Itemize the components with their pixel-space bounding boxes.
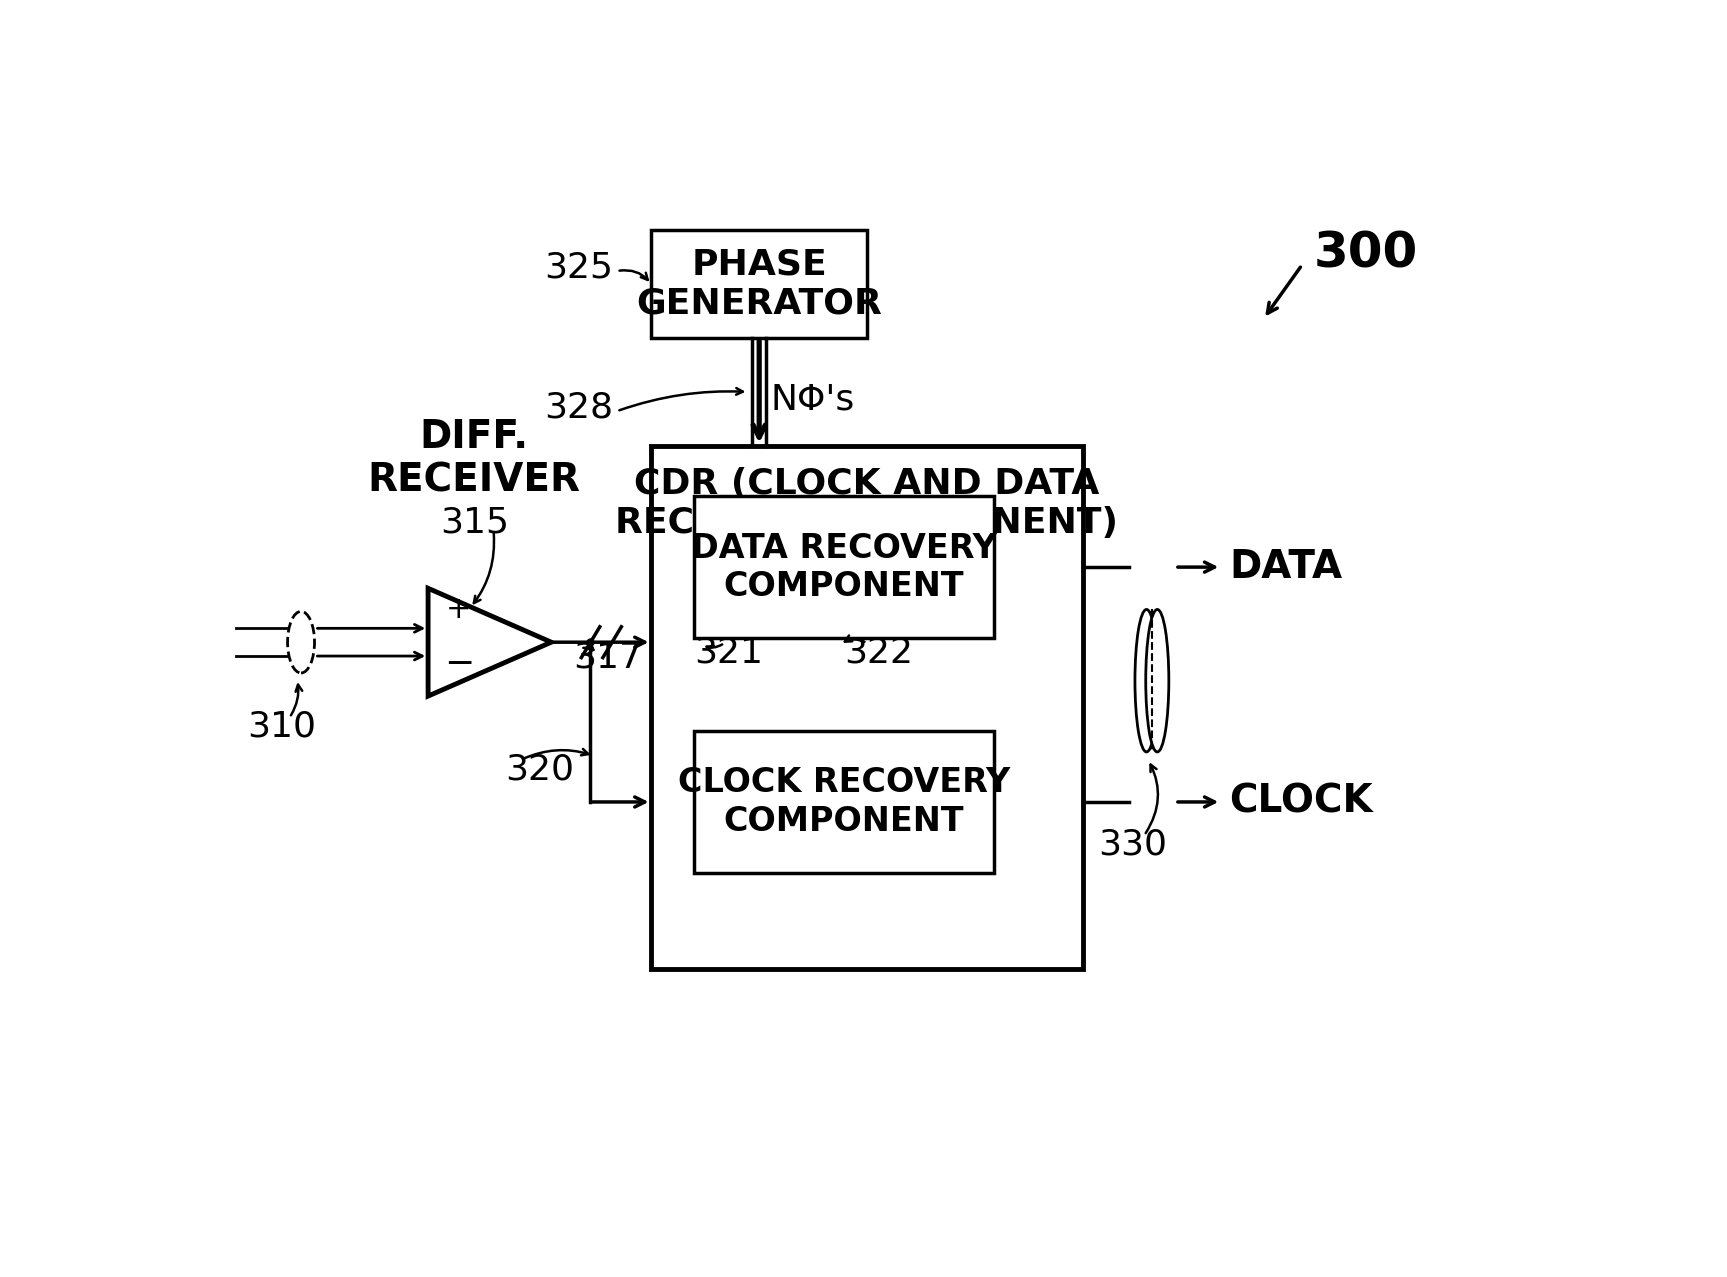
Text: CLOCK: CLOCK bbox=[1230, 783, 1373, 821]
Text: 315: 315 bbox=[440, 506, 509, 540]
Text: −: − bbox=[444, 646, 473, 681]
Bar bbox=[694, 730, 995, 873]
Text: DATA: DATA bbox=[1230, 548, 1342, 586]
Text: 330: 330 bbox=[1098, 827, 1167, 862]
Ellipse shape bbox=[1135, 609, 1159, 752]
Text: 320: 320 bbox=[504, 752, 573, 787]
Bar bbox=[651, 446, 1083, 969]
Text: PHASE
GENERATOR: PHASE GENERATOR bbox=[636, 248, 882, 321]
Bar bbox=[651, 230, 867, 338]
Text: DATA RECOVERY
COMPONENT: DATA RECOVERY COMPONENT bbox=[691, 531, 996, 603]
Text: 317: 317 bbox=[573, 641, 642, 674]
Text: 328: 328 bbox=[544, 391, 613, 424]
Text: DIFF.
RECEIVER: DIFF. RECEIVER bbox=[368, 418, 580, 499]
Ellipse shape bbox=[288, 612, 314, 673]
Text: 310: 310 bbox=[247, 710, 316, 744]
Text: CLOCK RECOVERY
COMPONENT: CLOCK RECOVERY COMPONENT bbox=[677, 766, 1010, 838]
Text: 300: 300 bbox=[1314, 230, 1418, 277]
Text: CDR (CLOCK AND DATA
RECOVERY COMPONENT): CDR (CLOCK AND DATA RECOVERY COMPONENT) bbox=[615, 467, 1119, 540]
Text: 325: 325 bbox=[544, 250, 613, 285]
Ellipse shape bbox=[1145, 609, 1169, 752]
Text: +: + bbox=[446, 595, 471, 624]
Text: NΦ's: NΦ's bbox=[770, 383, 855, 416]
Text: 321: 321 bbox=[694, 635, 763, 669]
Text: 322: 322 bbox=[845, 635, 914, 669]
Bar bbox=[694, 495, 995, 638]
